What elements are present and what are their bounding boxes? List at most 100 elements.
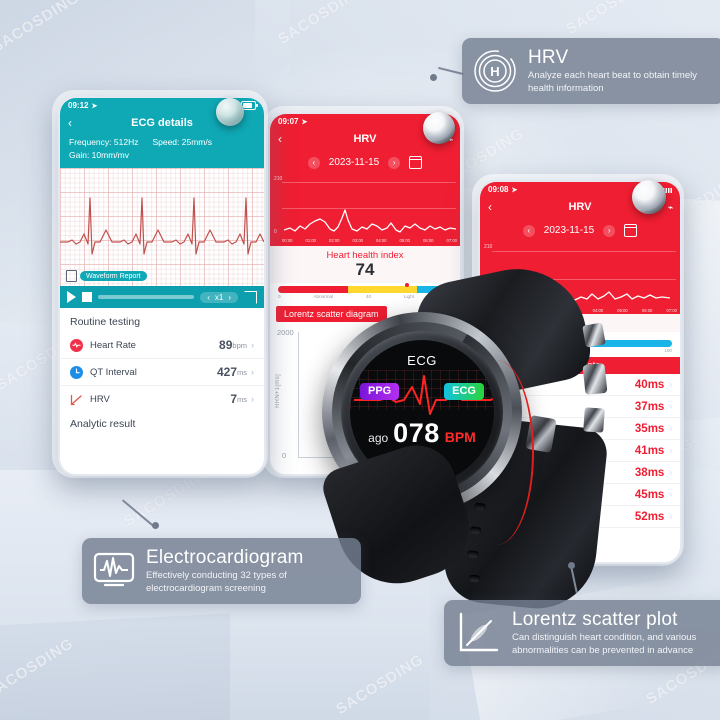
table-row[interactable]: HRV 7 ms › — [60, 386, 264, 412]
row-value: 40ms — [634, 378, 665, 391]
camera-lens-icon — [632, 180, 666, 214]
gauge-segment-light — [347, 285, 418, 293]
ecg-player-controls[interactable]: ‹ x1 › — [60, 286, 264, 309]
status-bar: 09:08 ➤ — [480, 182, 680, 197]
chevron-left-icon[interactable]: ‹ — [68, 116, 72, 130]
expand-icon[interactable] — [244, 290, 257, 304]
stop-icon[interactable] — [82, 292, 92, 303]
table-row[interactable]: QT Interval 427 ms › — [60, 359, 264, 387]
waveform-report[interactable]: Waveform Report — [66, 270, 147, 283]
callout-title: Electrocardiogram — [146, 547, 304, 568]
watch-crown-middle[interactable] — [582, 362, 608, 396]
gauge-tick: 40 — [365, 293, 372, 299]
chevron-right-icon: › — [251, 394, 254, 405]
chevron-right-icon: › — [251, 367, 254, 378]
chevron-right-icon: › — [669, 490, 672, 499]
ecg-monitor-icon — [93, 552, 135, 590]
gauge-marker — [405, 282, 410, 287]
row-unit: ms — [237, 367, 247, 377]
ecg-gain: Gain: 10mm/mv — [69, 150, 129, 161]
ecg-frequency: Frequency: 512Hz — [69, 137, 139, 147]
chevron-right-icon: › — [669, 402, 672, 411]
clock-icon — [70, 365, 83, 379]
calendar-icon[interactable] — [624, 224, 638, 237]
calendar-icon[interactable] — [409, 156, 423, 169]
table-row[interactable]: Heart Rate 89 bpm › — [60, 332, 264, 360]
hrv-chart-line — [557, 291, 671, 301]
row-value: 7 — [230, 392, 237, 407]
x-tick: 00:00 — [282, 238, 293, 243]
speed-control[interactable]: ‹ x1 › — [200, 291, 238, 303]
callout-description: Analyze each heart beat to obtain timely… — [528, 70, 697, 94]
gauge-tick: 100 — [664, 348, 672, 353]
callout-title: HRV — [528, 47, 569, 68]
background-panel-bottom-left — [0, 613, 230, 720]
status-bar: 09:12 ➤ ◗ — [60, 98, 264, 113]
ecg-waveform-line — [60, 197, 264, 255]
gauge-segment-normal — [569, 340, 672, 347]
x-tick: 03:00 — [352, 238, 363, 243]
prev-date-button[interactable]: ‹ — [522, 224, 535, 237]
chevron-right-icon[interactable]: › — [228, 292, 231, 302]
trend-icon — [70, 393, 83, 406]
status-time: 09:08 — [488, 185, 509, 194]
chevron-left-icon[interactable]: ‹ — [207, 292, 210, 302]
watch-crown-bottom[interactable] — [583, 407, 605, 433]
speed-label: x1 — [214, 292, 224, 302]
ppg-chip[interactable]: PPG — [360, 383, 400, 400]
x-tick: 01:00 — [305, 238, 316, 243]
page-title: ECG details — [131, 117, 193, 129]
row-value: 45ms — [634, 488, 665, 501]
row-value: 89 — [219, 338, 233, 353]
chevron-right-icon: › — [669, 512, 672, 521]
next-date-button[interactable]: › — [388, 156, 401, 169]
next-date-button[interactable]: › — [603, 224, 616, 237]
chevron-left-icon[interactable]: ‹ — [488, 200, 492, 214]
x-tick: 04:00 — [376, 238, 387, 243]
x-tick: 07:00 — [446, 238, 457, 243]
page-title: HRV — [353, 133, 377, 145]
smartwatch-product: ECG PPG ECG ago 078 BPM — [300, 256, 610, 615]
heart-icon — [70, 338, 83, 352]
row-unit: ms — [237, 394, 247, 404]
chevron-left-icon[interactable]: ‹ — [278, 132, 282, 146]
y-axis-max: 210 — [484, 244, 493, 250]
chevron-right-icon: › — [669, 380, 672, 389]
lorentz-y-axis — [298, 331, 299, 458]
share-icon[interactable]: ⌁ — [668, 202, 673, 212]
gauge-tick: 0 — [278, 293, 281, 299]
ecg-waveform-chart: Waveform Report — [60, 168, 264, 287]
row-label: QT Interval — [90, 366, 137, 378]
prev-date-button[interactable]: ‹ — [307, 156, 320, 169]
nav-bar: ‹ ECG details — [60, 113, 264, 133]
hrv-line-chart: 210 0 00:00 01:00 02:00 03:00 04:00 05:0… — [270, 174, 460, 244]
progress-track[interactable] — [98, 295, 195, 300]
watch-bpm-unit: BPM — [444, 428, 476, 445]
watch-crown-top[interactable] — [582, 322, 606, 348]
x-tick: 06:00 — [423, 238, 434, 243]
signal-bars-icon — [663, 186, 672, 193]
watch-screen-title: ECG — [407, 353, 437, 368]
watch-bpm-value: 078 — [393, 417, 440, 448]
scatter-axis-icon — [455, 611, 501, 655]
location-arrow-icon: ➤ — [511, 186, 518, 194]
leader-dot — [152, 522, 159, 529]
location-arrow-icon: ➤ — [301, 118, 308, 126]
row-label: HRV — [90, 393, 110, 405]
analytic-result-title: Analytic result — [70, 418, 136, 431]
x-tick: 07:00 — [666, 308, 677, 313]
gauge-label-abnormal: Abnormal — [313, 293, 334, 299]
svg-text:H: H — [490, 64, 499, 79]
callout-description: Can distinguish heart condition, and var… — [512, 632, 697, 656]
x-tick: 05:00 — [399, 238, 410, 243]
x-tick: 02:00 — [329, 238, 340, 243]
location-arrow-icon: ➤ — [91, 102, 98, 110]
callout-electrocardiogram: Electrocardiogram Effectively conducting… — [82, 538, 361, 605]
leader-dot — [568, 562, 575, 569]
camera-lens-icon — [423, 112, 455, 144]
callout-hrv: H HRV Analyze each heart beat to obtain … — [462, 38, 720, 105]
play-icon[interactable] — [67, 291, 76, 304]
lorentz-y-axis-label: RRN+1[ms] — [275, 373, 281, 408]
y-axis-min: 0 — [274, 229, 277, 235]
